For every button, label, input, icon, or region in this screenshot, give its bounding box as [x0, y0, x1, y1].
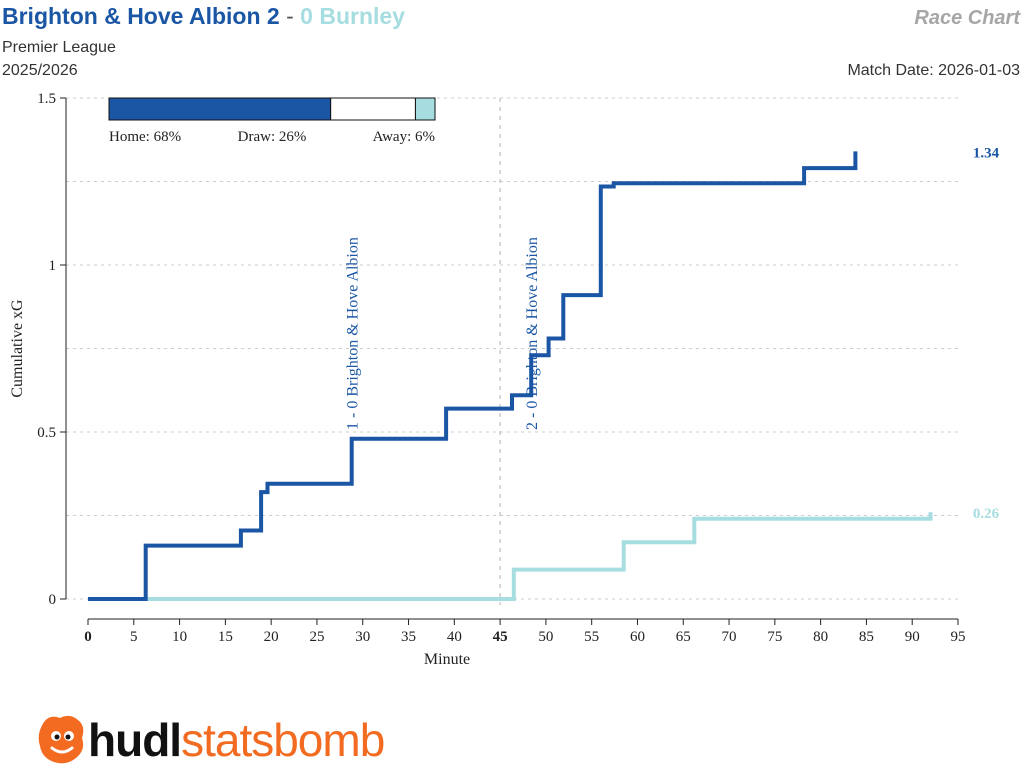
x-tick-label: 30 [355, 629, 370, 645]
y-tick-label: 1.5 [37, 91, 56, 107]
y-tick-label: 0 [49, 592, 57, 608]
draw-prob-label: Draw: 26% [238, 129, 307, 145]
x-tick-label: 5 [130, 629, 138, 645]
x-tick-label: 35 [401, 629, 416, 645]
draw-prob-segment [330, 97, 416, 121]
x-tick-label: 85 [859, 629, 874, 645]
x-tick-label: 60 [630, 629, 645, 645]
hudl-statsbomb-logo: hudl statsbomb [36, 712, 385, 768]
away-win-prob-segment [414, 97, 436, 121]
score-separator: - [286, 3, 294, 29]
away-score: 0 [300, 3, 313, 29]
home-prob-label: Home: 68% [109, 129, 181, 145]
match-title: Brighton & Hove Albion 2 - 0 Burnley [2, 3, 405, 30]
statsbomb-mascot-icon [38, 715, 84, 764]
race-chart: 0 0.5 1 1.5 Cumulative xG 0 5 10 15 20 25 30 35 40 45 5… [9, 91, 1000, 668]
away-team-name: Burnley [319, 3, 405, 29]
x-tick-label: 0 [84, 629, 92, 645]
x-tick-label: 20 [264, 629, 279, 645]
x-tick-label: 90 [905, 629, 920, 645]
competition-name: Premier League [2, 39, 116, 56]
x-tick-label: 50 [538, 629, 553, 645]
logo-text-statsbomb: statsbomb [181, 714, 385, 766]
x-tick-label: 95 [951, 629, 966, 645]
x-tick-label: 45 [493, 629, 508, 645]
x-tick-label: 15 [218, 629, 233, 645]
away-xg-line [88, 512, 933, 601]
home-team-name: Brighton & Hove Albion [2, 3, 261, 29]
home-final-xg-label: 1.34 [973, 145, 1000, 161]
x-tick-label: 75 [767, 629, 782, 645]
x-tick-label: 40 [447, 629, 462, 645]
goal-annotation: 1 - 0 Brighton & Hove Albion [345, 237, 362, 430]
chart-type-label: Race Chart [914, 7, 1020, 29]
x-tick-label: 65 [676, 629, 691, 645]
season-label: 2025/2026 [2, 62, 78, 79]
x-tick-label: 70 [722, 629, 737, 645]
y-tick-label: 1 [49, 258, 57, 274]
logo-text-hudl: hudl [88, 714, 182, 766]
goal-annotation: 2 - 0 Brighton & Hove Albion [524, 237, 541, 430]
home-xg-line [88, 151, 858, 601]
y-tick-label: 0.5 [37, 425, 56, 441]
x-tick-label: 10 [172, 629, 187, 645]
x-tick-label: 80 [813, 629, 828, 645]
x-tick-label: 25 [309, 629, 324, 645]
x-tick-label: 55 [584, 629, 599, 645]
y-axis-label: Cumulative xG [9, 299, 26, 398]
x-axis-label: Minute [424, 651, 470, 668]
away-final-xg-label: 0.26 [973, 506, 1000, 522]
away-prob-label: Away: 6% [373, 129, 435, 145]
match-date: Match Date: 2026-01-03 [847, 62, 1020, 79]
home-win-prob-segment [108, 97, 332, 121]
home-score: 2 [266, 3, 280, 29]
